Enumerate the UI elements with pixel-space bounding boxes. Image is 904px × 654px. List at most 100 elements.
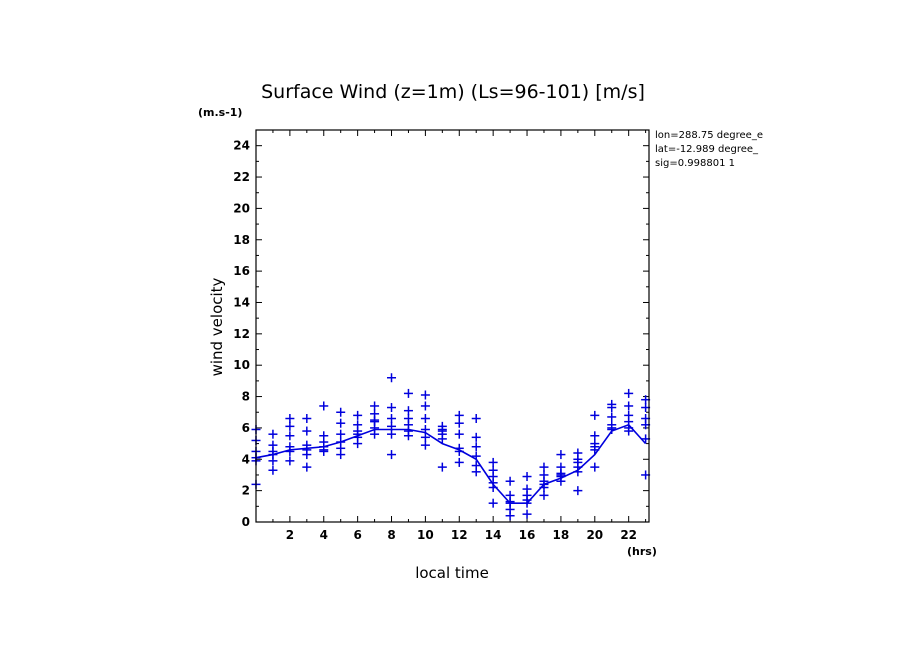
scatter-point bbox=[319, 401, 329, 411]
scatter-point bbox=[285, 446, 295, 456]
x-tick-label: 8 bbox=[387, 528, 395, 542]
scatter-point bbox=[471, 451, 481, 461]
scatter-point bbox=[454, 418, 464, 428]
scatter-point bbox=[471, 467, 481, 477]
scatter-point bbox=[285, 421, 295, 431]
scatter-point bbox=[488, 457, 498, 467]
scatter-point bbox=[285, 414, 295, 424]
scatter-point bbox=[454, 446, 464, 456]
x-tick-label: 22 bbox=[620, 528, 637, 542]
y-tick-label: 4 bbox=[242, 452, 250, 466]
scatter-point bbox=[336, 407, 346, 417]
scatter-point bbox=[302, 414, 312, 424]
scatter-point bbox=[353, 429, 363, 439]
x-tick-label: 2 bbox=[286, 528, 294, 542]
axis-ticks bbox=[255, 129, 649, 523]
x-tick-label: 14 bbox=[485, 528, 502, 542]
scatter-point bbox=[403, 388, 413, 398]
scatter-point bbox=[336, 450, 346, 460]
scatter-point bbox=[488, 483, 498, 493]
annotation-sig: sig=0.998801 1 bbox=[655, 158, 735, 169]
x-tick-label: 10 bbox=[417, 528, 434, 542]
scatter-point bbox=[420, 424, 430, 434]
scatter-point bbox=[454, 457, 464, 467]
scatter-point bbox=[268, 465, 278, 475]
scatter-point bbox=[590, 462, 600, 472]
scatter-point bbox=[370, 401, 380, 411]
scatter-point bbox=[471, 432, 481, 442]
y-tick-label: 8 bbox=[242, 390, 250, 404]
scatter-point bbox=[505, 476, 515, 486]
chart-title: Surface Wind (z=1m) (Ls=96-101) [m/s] bbox=[261, 81, 645, 103]
scatter-point bbox=[336, 429, 346, 439]
x-tick-label: 16 bbox=[519, 528, 536, 542]
y-tick-label: 20 bbox=[233, 201, 250, 215]
annotation-lat: lat=-12.989 degree_ bbox=[655, 144, 759, 155]
scatter-point bbox=[607, 423, 617, 433]
scatter-point bbox=[539, 490, 549, 500]
scatter-point bbox=[437, 462, 447, 472]
y-tick-label: 18 bbox=[233, 233, 250, 247]
scatter-point bbox=[624, 401, 634, 411]
x-tick-label: 20 bbox=[586, 528, 603, 542]
scatter-point bbox=[420, 390, 430, 400]
scatter-point bbox=[539, 479, 549, 489]
annotation-clip bbox=[778, 128, 838, 172]
x-tick-label: 4 bbox=[320, 528, 328, 542]
y-tick-label: 0 bbox=[242, 515, 250, 529]
scatter-point bbox=[285, 456, 295, 466]
scatter-point bbox=[302, 426, 312, 436]
scatter-point bbox=[370, 415, 380, 425]
scatter-point bbox=[370, 429, 380, 439]
scatter-point bbox=[573, 457, 583, 467]
scatter-point bbox=[387, 429, 397, 439]
scatter-point bbox=[268, 429, 278, 439]
scatter-point bbox=[319, 445, 329, 455]
scatter-point bbox=[607, 412, 617, 422]
y-tick-label: 12 bbox=[233, 327, 250, 341]
scatter-point bbox=[353, 439, 363, 449]
y-tick-label: 2 bbox=[242, 484, 250, 498]
scatter-point bbox=[403, 431, 413, 441]
scatter-point bbox=[420, 432, 430, 442]
scatter-point bbox=[539, 462, 549, 472]
scatter-point bbox=[353, 410, 363, 420]
x-axis-label: local time bbox=[415, 564, 489, 582]
scatter-point bbox=[387, 421, 397, 431]
scatter-point bbox=[336, 418, 346, 428]
scatter-point bbox=[403, 406, 413, 416]
scatter-point bbox=[454, 410, 464, 420]
x-tick-label: 18 bbox=[553, 528, 570, 542]
scatter-point bbox=[420, 401, 430, 411]
scatter-point bbox=[624, 388, 634, 398]
annotation-lon: lon=288.75 degree_e bbox=[655, 130, 763, 141]
scatter-point bbox=[268, 456, 278, 466]
y-tick-label: 14 bbox=[233, 295, 250, 309]
scatter-point bbox=[522, 509, 532, 519]
scatter-point bbox=[285, 431, 295, 441]
scatter-point bbox=[302, 450, 312, 460]
y-tick-label: 10 bbox=[233, 358, 250, 372]
scatter-point bbox=[573, 486, 583, 496]
x-tick-label: 12 bbox=[451, 528, 468, 542]
plot-frame bbox=[255, 129, 650, 523]
scatter-point bbox=[590, 410, 600, 420]
y-tick-label: 16 bbox=[233, 264, 250, 278]
scatter-point bbox=[471, 414, 481, 424]
scatter-point bbox=[590, 431, 600, 441]
scatter-point bbox=[387, 414, 397, 424]
scatter-point bbox=[387, 450, 397, 460]
scatter-point bbox=[387, 373, 397, 383]
x-tick-label: 6 bbox=[353, 528, 361, 542]
scatter-point bbox=[420, 440, 430, 450]
scatter-point bbox=[573, 467, 583, 477]
x-units-label: (hrs) bbox=[627, 545, 657, 558]
y-tick-label: 24 bbox=[233, 139, 250, 153]
y-units-label: (m.s-1) bbox=[198, 106, 242, 119]
scatter-point bbox=[624, 426, 634, 436]
scatter-point bbox=[522, 472, 532, 482]
y-axis-label: wind velocity bbox=[208, 277, 226, 376]
scatter-point bbox=[488, 498, 498, 508]
series-line-mean bbox=[255, 423, 647, 504]
